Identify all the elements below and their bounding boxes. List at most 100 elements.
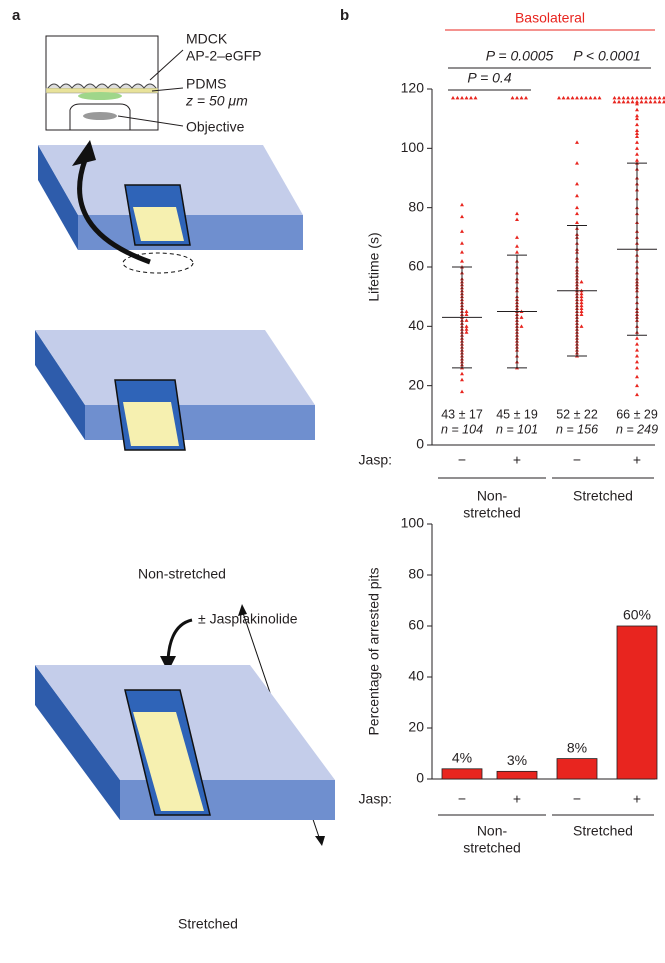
dot bbox=[588, 95, 593, 100]
y-tick-label: 0 bbox=[416, 770, 424, 786]
diagram: MDCK AP-2–eGFP PDMS z = 50 μm Objective … bbox=[45, 31, 325, 932]
dot bbox=[617, 95, 621, 100]
inset-label: MDCK bbox=[186, 31, 228, 47]
dot bbox=[460, 377, 464, 382]
arrowhead bbox=[238, 604, 247, 616]
dot bbox=[464, 95, 469, 100]
bar bbox=[556, 758, 598, 780]
dot bbox=[575, 95, 579, 100]
header: Basolateral bbox=[515, 10, 585, 26]
dot bbox=[469, 95, 473, 100]
inset-label: Objective bbox=[186, 119, 245, 135]
dot bbox=[579, 309, 584, 313]
comparison-label: P = 0.0005 bbox=[486, 48, 554, 64]
dot bbox=[524, 95, 528, 100]
dot bbox=[635, 158, 639, 162]
group-label: Non- bbox=[477, 488, 508, 504]
value-label: 8% bbox=[567, 739, 587, 755]
dot bbox=[464, 318, 469, 322]
dot bbox=[635, 383, 639, 388]
arrowhead bbox=[315, 836, 325, 846]
dot bbox=[612, 95, 617, 100]
well-floor bbox=[133, 207, 184, 241]
value-label: 3% bbox=[507, 752, 527, 768]
dot bbox=[621, 95, 626, 100]
value-label: 4% bbox=[452, 750, 472, 766]
y-tick-label: 20 bbox=[408, 376, 424, 392]
dot bbox=[612, 99, 617, 104]
y-axis-label: Lifetime (s) bbox=[366, 232, 382, 301]
dot bbox=[460, 389, 464, 394]
comparison-label: P < 0.0001 bbox=[573, 48, 641, 64]
dot bbox=[653, 95, 657, 100]
y-tick-label: 80 bbox=[408, 198, 424, 214]
dot bbox=[630, 95, 635, 100]
dot bbox=[617, 99, 621, 104]
dot bbox=[644, 95, 648, 100]
dot bbox=[635, 336, 639, 340]
dot bbox=[515, 211, 519, 216]
dot bbox=[460, 95, 464, 100]
lens bbox=[83, 112, 117, 120]
dot bbox=[575, 161, 579, 165]
dot bbox=[653, 99, 657, 104]
dot bbox=[626, 95, 630, 100]
dot bbox=[635, 99, 639, 104]
dot bbox=[635, 128, 639, 133]
dot bbox=[473, 95, 478, 100]
dot bbox=[635, 152, 639, 156]
dot bbox=[515, 244, 519, 248]
dot bbox=[630, 99, 635, 104]
y-tick-label: 20 bbox=[408, 719, 424, 735]
treatment-label: ± Jasplakinolide bbox=[198, 611, 298, 627]
y-tick-label: 60 bbox=[408, 258, 424, 274]
dot bbox=[460, 250, 464, 254]
y-tick-label: 100 bbox=[401, 515, 425, 531]
well-floor bbox=[123, 402, 179, 446]
dot bbox=[648, 99, 653, 104]
dot bbox=[557, 95, 561, 100]
group-label: Non- bbox=[477, 823, 508, 839]
y-tick-label: 100 bbox=[401, 139, 425, 155]
dot bbox=[635, 116, 639, 121]
dot bbox=[575, 211, 579, 216]
n-label: n = 104 bbox=[441, 422, 483, 436]
x-tick-label: + bbox=[513, 791, 521, 807]
dot bbox=[515, 235, 519, 239]
group-label: Stretched bbox=[573, 823, 633, 839]
leader bbox=[151, 87, 184, 92]
dot bbox=[579, 312, 584, 316]
dot bbox=[460, 259, 464, 263]
inset-label: z = 50 μm bbox=[185, 93, 248, 109]
state-label: Non-stretched bbox=[138, 566, 226, 582]
dot bbox=[575, 140, 579, 144]
dot bbox=[515, 217, 519, 222]
stat-label: 52 ± 22 bbox=[556, 407, 598, 421]
slab-top bbox=[38, 145, 303, 215]
dot bbox=[635, 113, 639, 118]
dot bbox=[579, 306, 584, 311]
stat-label: 66 ± 29 bbox=[616, 407, 658, 421]
dot bbox=[635, 95, 639, 100]
dot bbox=[575, 220, 579, 224]
group-label: stretched bbox=[463, 505, 521, 521]
arrow bbox=[77, 159, 151, 265]
well-floor bbox=[133, 712, 204, 811]
dot bbox=[460, 214, 464, 219]
y-tick-label: 120 bbox=[401, 80, 425, 96]
x-tick-label: + bbox=[633, 452, 641, 468]
dot bbox=[584, 95, 588, 100]
dot bbox=[460, 371, 464, 376]
slab-top bbox=[35, 330, 315, 405]
dot bbox=[644, 99, 648, 104]
y-tick-label: 40 bbox=[408, 668, 424, 684]
dot bbox=[464, 324, 469, 328]
arrow bbox=[166, 618, 193, 661]
x-tick-label: − bbox=[458, 452, 466, 468]
state-label: Stretched bbox=[178, 916, 238, 932]
row-label: Jasp: bbox=[359, 452, 392, 468]
dot bbox=[579, 279, 584, 284]
dot bbox=[575, 193, 579, 198]
dot bbox=[635, 348, 639, 352]
